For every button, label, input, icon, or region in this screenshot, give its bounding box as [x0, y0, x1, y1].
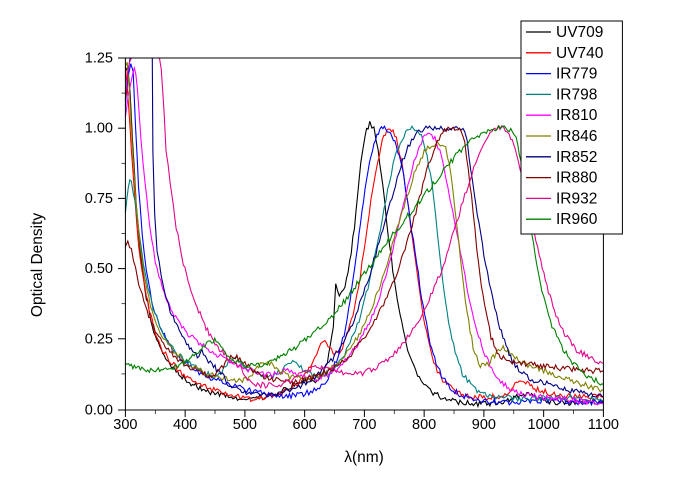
svg-text:IR798: IR798 — [556, 86, 597, 103]
svg-text:UV709: UV709 — [556, 24, 603, 41]
svg-text:400: 400 — [173, 417, 197, 433]
svg-text:600: 600 — [293, 417, 317, 433]
svg-text:500: 500 — [233, 417, 257, 433]
svg-text:IR852: IR852 — [556, 149, 597, 166]
svg-text:IR880: IR880 — [556, 170, 598, 187]
svg-text:1.25: 1.25 — [85, 51, 113, 67]
svg-text:Optical Density: Optical Density — [29, 213, 46, 317]
svg-text:0.00: 0.00 — [85, 403, 113, 419]
svg-text:0.50: 0.50 — [85, 261, 113, 277]
svg-text:IR932: IR932 — [556, 190, 597, 207]
svg-text:λ(nm): λ(nm) — [344, 449, 384, 466]
svg-text:IR779: IR779 — [556, 66, 597, 83]
svg-text:0.75: 0.75 — [85, 191, 113, 207]
svg-text:UV740: UV740 — [556, 45, 604, 62]
svg-text:0.25: 0.25 — [85, 331, 113, 347]
svg-text:IR846: IR846 — [556, 128, 597, 145]
svg-text:300: 300 — [113, 417, 137, 433]
svg-text:700: 700 — [352, 417, 376, 433]
svg-text:1.00: 1.00 — [85, 121, 113, 137]
svg-text:800: 800 — [412, 417, 436, 433]
svg-text:IR960: IR960 — [556, 211, 598, 228]
svg-text:IR810: IR810 — [556, 107, 598, 124]
svg-text:1100: 1100 — [588, 417, 619, 433]
svg-text:1000: 1000 — [528, 417, 560, 433]
svg-text:900: 900 — [472, 417, 496, 433]
